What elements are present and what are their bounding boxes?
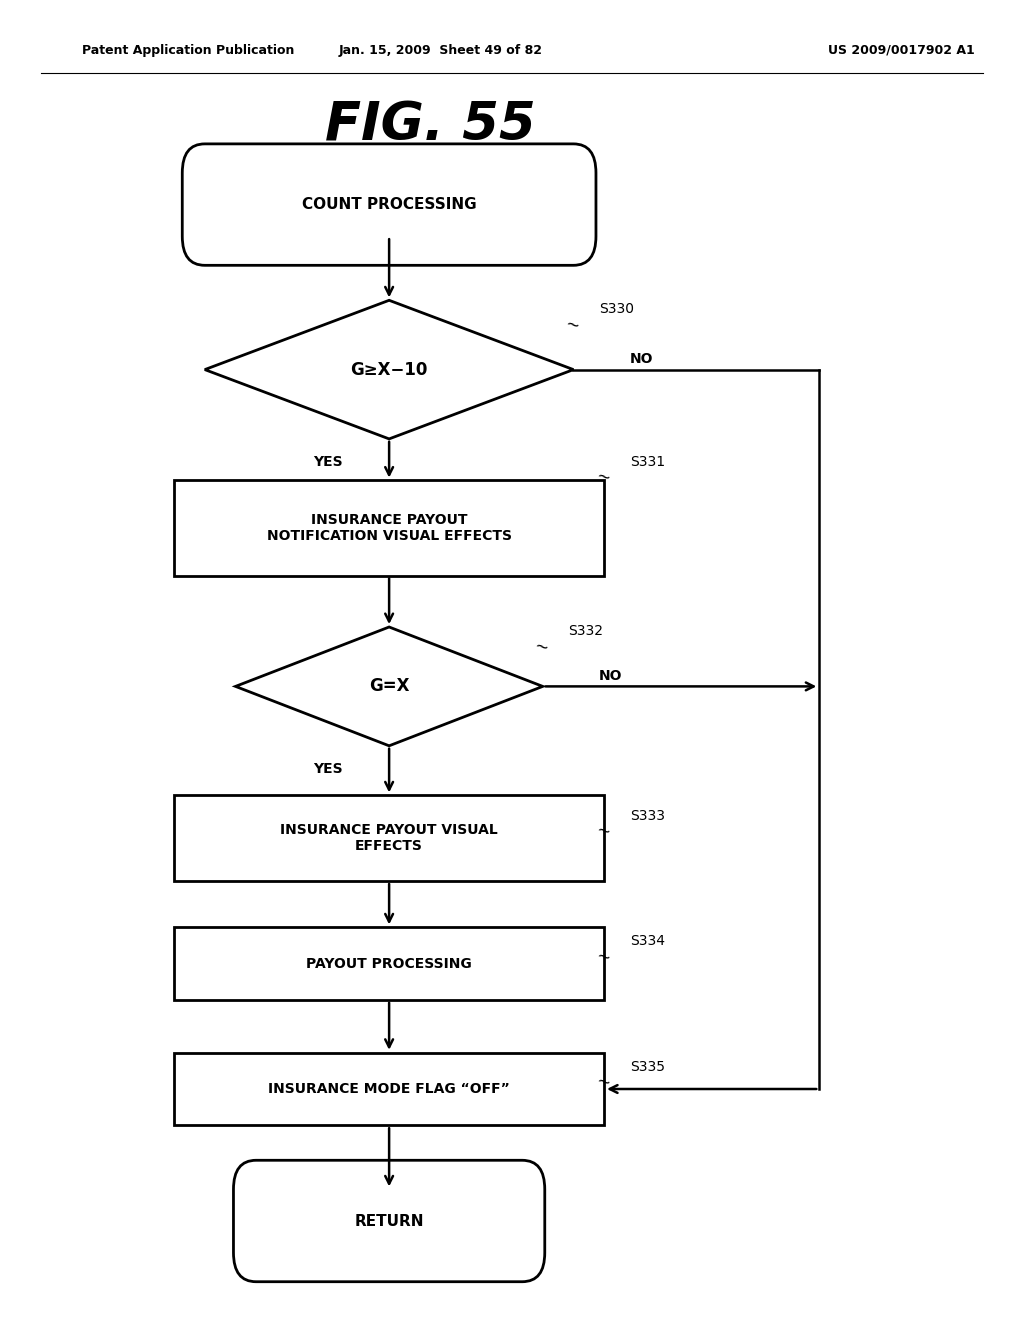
Text: YES: YES <box>313 762 342 776</box>
Text: ~: ~ <box>532 636 551 657</box>
Text: NO: NO <box>630 352 653 366</box>
Text: S334: S334 <box>630 935 665 948</box>
Text: S333: S333 <box>630 809 665 822</box>
Text: FIG. 55: FIG. 55 <box>325 99 536 152</box>
Bar <box>174 480 604 576</box>
Text: S331: S331 <box>630 455 665 469</box>
Text: COUNT PROCESSING: COUNT PROCESSING <box>302 197 476 213</box>
Bar <box>174 927 604 1001</box>
Polygon shape <box>205 301 573 438</box>
Text: ~: ~ <box>594 821 612 842</box>
Text: INSURANCE PAYOUT VISUAL
EFFECTS: INSURANCE PAYOUT VISUAL EFFECTS <box>281 824 498 853</box>
Text: ~: ~ <box>594 1072 612 1093</box>
Text: NO: NO <box>599 669 623 682</box>
Text: S330: S330 <box>599 302 634 315</box>
FancyBboxPatch shape <box>182 144 596 265</box>
FancyBboxPatch shape <box>233 1160 545 1282</box>
Text: RETURN: RETURN <box>354 1213 424 1229</box>
Text: S332: S332 <box>568 624 603 639</box>
Text: Patent Application Publication: Patent Application Publication <box>82 44 294 57</box>
Text: INSURANCE MODE FLAG “OFF”: INSURANCE MODE FLAG “OFF” <box>268 1082 510 1096</box>
Text: PAYOUT PROCESSING: PAYOUT PROCESSING <box>306 957 472 970</box>
Text: ~: ~ <box>563 314 582 335</box>
Text: INSURANCE PAYOUT
NOTIFICATION VISUAL EFFECTS: INSURANCE PAYOUT NOTIFICATION VISUAL EFF… <box>266 513 512 543</box>
Text: S335: S335 <box>630 1060 665 1073</box>
Text: US 2009/0017902 A1: US 2009/0017902 A1 <box>827 44 975 57</box>
Text: ~: ~ <box>594 467 612 488</box>
Text: ~: ~ <box>594 946 612 968</box>
Bar <box>174 795 604 882</box>
Text: YES: YES <box>313 454 342 469</box>
Text: G≥X−10: G≥X−10 <box>350 360 428 379</box>
Bar <box>174 1053 604 1125</box>
Polygon shape <box>236 627 543 746</box>
Text: G=X: G=X <box>369 677 410 696</box>
Text: Jan. 15, 2009  Sheet 49 of 82: Jan. 15, 2009 Sheet 49 of 82 <box>338 44 543 57</box>
